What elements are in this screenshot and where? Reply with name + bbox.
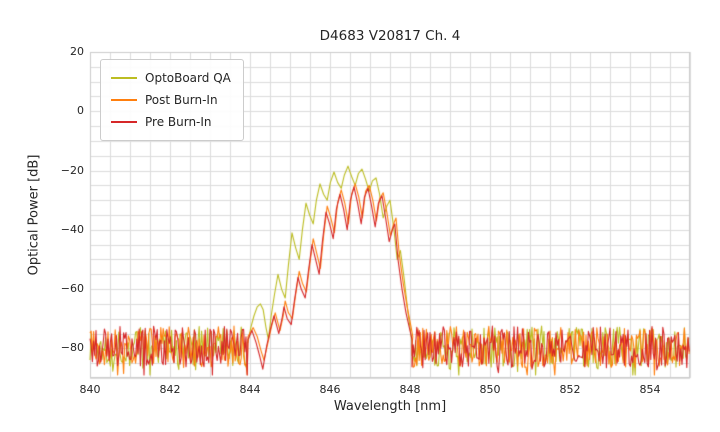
- legend-label: OptoBoard QA: [145, 71, 231, 85]
- y-tick-label: −60: [60, 282, 84, 296]
- y-tick-label: 0: [77, 104, 84, 118]
- legend: OptoBoard QA Post Burn-In Pre Burn-In: [100, 59, 244, 141]
- legend-item: Pre Burn-In: [111, 111, 231, 133]
- legend-item: OptoBoard QA: [111, 67, 231, 89]
- x-tick-label: 848: [399, 383, 421, 396]
- chart-title: D4683 V20817 Ch. 4: [319, 28, 461, 44]
- legend-line-swatch: [111, 77, 137, 79]
- legend-item: Post Burn-In: [111, 89, 231, 111]
- y-tick-label: −80: [60, 341, 84, 355]
- legend-label: Pre Burn-In: [145, 115, 212, 129]
- x-tick-label: 850: [479, 383, 501, 396]
- x-tick-label: 842: [159, 383, 181, 396]
- legend-label: Post Burn-In: [145, 93, 218, 107]
- x-tick-label: 852: [559, 383, 581, 396]
- y-tick-label: −40: [60, 222, 84, 236]
- x-axis-label: Wavelength [nm]: [333, 399, 447, 414]
- legend-line-swatch: [111, 121, 137, 123]
- x-tick-label: 854: [639, 383, 661, 396]
- x-tick-label: 846: [319, 383, 341, 396]
- legend-line-swatch: [111, 99, 137, 101]
- x-tick-label: 844: [239, 383, 261, 396]
- y-tick-label: 20: [70, 45, 84, 58]
- y-tick-label: −20: [60, 163, 84, 177]
- x-tick-label: 840: [79, 383, 101, 396]
